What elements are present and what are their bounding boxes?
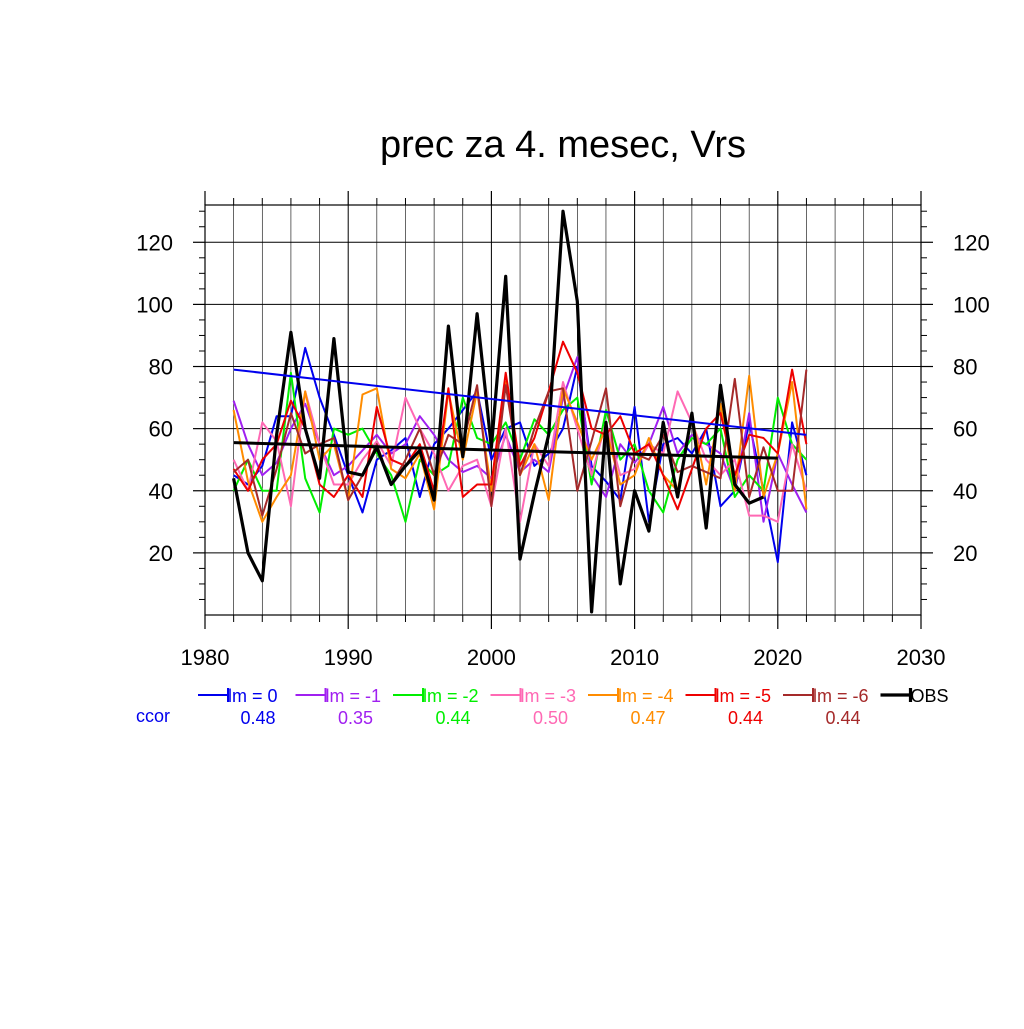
x-tick-label: 2000	[467, 645, 516, 670]
y-tick-label-left: 120	[136, 230, 173, 255]
legend-label: OBS	[911, 686, 949, 706]
y-tick-label-right: 40	[953, 479, 977, 504]
x-tick-label: 1990	[324, 645, 373, 670]
y-tick-label-right: 80	[953, 355, 977, 380]
trend-line	[233, 441, 778, 460]
y-tick-label-right: 60	[953, 417, 977, 442]
chart-title: prec za 4. mesec, Vrs	[380, 124, 746, 166]
y-tick-label-right: 100	[953, 292, 990, 317]
legend-label: lm = -4	[618, 686, 674, 706]
x-tick-label: 1980	[181, 645, 230, 670]
legend-label: lm = -2	[423, 686, 479, 706]
x-tick-label: 2030	[897, 645, 946, 670]
legend-label: lm = -3	[521, 686, 577, 706]
trend-line	[233, 368, 807, 436]
legend-label: lm = -1	[326, 686, 382, 706]
plot-frame	[204, 204, 922, 616]
y-tick-label-left: 60	[149, 417, 173, 442]
y-tick-label-left: 20	[149, 541, 173, 566]
series-line-obs	[232, 209, 765, 614]
trend-layer	[233, 368, 807, 460]
ccor-value: 0.48	[240, 708, 275, 728]
legend-label: lm = -5	[716, 686, 772, 706]
legend-label: lm = -6	[813, 686, 869, 706]
y-tick-label-left: 100	[136, 292, 173, 317]
ccor-value: 0.47	[630, 708, 665, 728]
ccor-label: ccor	[136, 706, 170, 726]
ccor-value: 0.50	[533, 708, 568, 728]
x-tick-label: 2010	[610, 645, 659, 670]
ccor-value: 0.35	[338, 708, 373, 728]
ccor-value: 0.44	[825, 708, 860, 728]
y-tick-label-left: 40	[149, 479, 173, 504]
x-tick-label: 2020	[753, 645, 802, 670]
ccor-value: 0.44	[728, 708, 763, 728]
legend-label: lm = 0	[228, 686, 278, 706]
ccor-value: 0.44	[435, 708, 470, 728]
series-layer	[232, 209, 808, 614]
y-tick-label-right: 20	[953, 541, 977, 566]
y-tick-label-left: 80	[149, 355, 173, 380]
y-tick-label-right: 120	[953, 230, 990, 255]
